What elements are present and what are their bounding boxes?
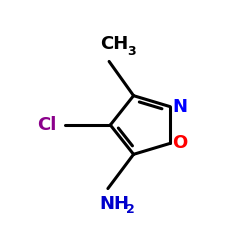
Text: CH: CH [100,35,129,53]
Text: 2: 2 [126,203,135,216]
Text: O: O [172,134,188,152]
Text: 3: 3 [128,45,136,58]
Text: NH: NH [99,196,129,214]
Text: Cl: Cl [37,116,56,134]
Text: N: N [172,98,188,116]
